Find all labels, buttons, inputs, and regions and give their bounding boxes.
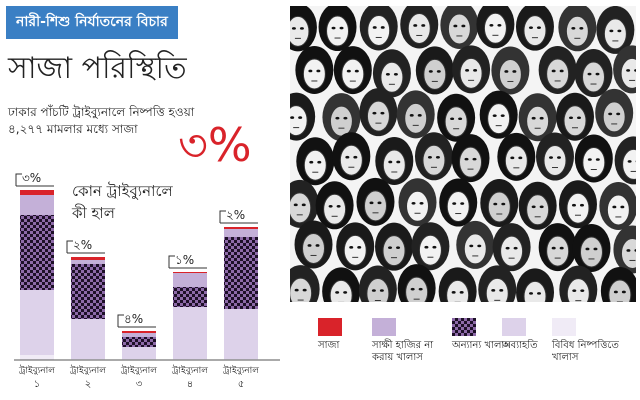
bar-segment-no_witness xyxy=(173,273,207,287)
bar-segment-sentence xyxy=(224,227,258,229)
legend-item-other_acquittal: অন্যান্য খালাস xyxy=(452,318,532,352)
bar-segment-acquittal xyxy=(173,307,207,359)
legend-swatch xyxy=(318,318,342,336)
bar-segment-no_witness xyxy=(20,195,54,215)
bar-segment-sentence xyxy=(71,257,105,260)
bar-segment-acquittal xyxy=(71,319,105,359)
x-tick-label: ট্রাইব্যুনাল xyxy=(69,365,106,376)
legend-label: অন্যান্য খালাস xyxy=(452,340,511,351)
bar-segment-sentence xyxy=(122,331,156,333)
x-tick-label: ৪ xyxy=(187,379,194,390)
legend-item-sentence: সাজা xyxy=(318,318,398,352)
data-label: ৪% xyxy=(124,312,143,326)
data-label: ২% xyxy=(226,208,245,222)
page-title: সাজা পরিস্থিতি xyxy=(8,51,187,86)
legend-label: সাক্ষী হাজির না করায় খালাস xyxy=(372,340,434,363)
legend-label: অব্যাহতি xyxy=(502,340,538,351)
legend-swatch xyxy=(372,318,396,336)
x-tick-label: ট্রাইব্যুনাল xyxy=(120,365,157,376)
x-tick-label: ট্রাইব্যুনাল xyxy=(222,365,259,376)
data-label-leader xyxy=(219,210,226,223)
data-label: ১% xyxy=(175,253,194,267)
bar-segment-acquittal xyxy=(20,290,54,355)
data-label: ২% xyxy=(73,238,92,252)
x-tick-label: ট্রাইব্যুনাল xyxy=(171,365,208,376)
bar-segment-no_witness xyxy=(71,260,105,264)
subtitle: ঢাকার পাঁচটি ট্রাইব্যুনালে নিষ্পত্তি হওয… xyxy=(8,105,195,136)
crowd-of-faces-illustration xyxy=(277,0,640,317)
bar-segment-other_acquittal xyxy=(173,287,207,307)
x-tick-label: ট্রাইব্যুনাল xyxy=(18,365,55,376)
legend-swatch xyxy=(552,318,576,336)
bar-segment-other_acquittal xyxy=(224,237,258,309)
topic-badge: নারী-শিশু নির্যাতনের বিচার xyxy=(6,6,178,39)
bar-segment-other_acquittal xyxy=(122,337,156,347)
bar-segment-sentence xyxy=(20,190,54,195)
bar-segment-no_witness xyxy=(122,333,156,337)
chart-heading: কোন ট্রাইব্যুনালে কী হাল xyxy=(72,182,173,222)
bar-segment-acquittal xyxy=(122,347,156,359)
data-label-leader xyxy=(117,314,124,327)
bar-segment-acquittal xyxy=(224,309,258,359)
bar-segment-other_acquittal xyxy=(71,264,105,319)
bar-segment-other_acquittal xyxy=(20,215,54,290)
data-label-leader xyxy=(168,255,175,268)
x-tick-label: ১ xyxy=(34,379,41,390)
legend-swatch xyxy=(502,318,526,336)
x-tick-label: ২ xyxy=(85,379,92,390)
legend-item-various: বিবিধ নিষ্পত্তিতে খালাস xyxy=(552,318,632,364)
legend-label: বিবিধ নিষ্পত্তিতে খালাস xyxy=(552,340,619,363)
bar-segment-no_witness xyxy=(224,229,258,237)
legend-swatch xyxy=(452,318,476,336)
data-label-leader xyxy=(66,240,73,253)
data-label-leader xyxy=(15,173,22,186)
legend-item-no_witness: সাক্ষী হাজির না করায় খালাস xyxy=(372,318,452,364)
x-tick-label: ৫ xyxy=(238,379,245,390)
x-tick-label: ৩ xyxy=(136,379,143,390)
legend-item-acquittal: অব্যাহতি xyxy=(502,318,582,352)
bar-segment-sentence xyxy=(173,272,207,273)
headline-percentage: ৩% xyxy=(178,118,252,172)
legend-label: সাজা xyxy=(318,340,340,351)
bar-segment-various xyxy=(20,355,54,360)
data-label: ৩% xyxy=(22,171,41,185)
